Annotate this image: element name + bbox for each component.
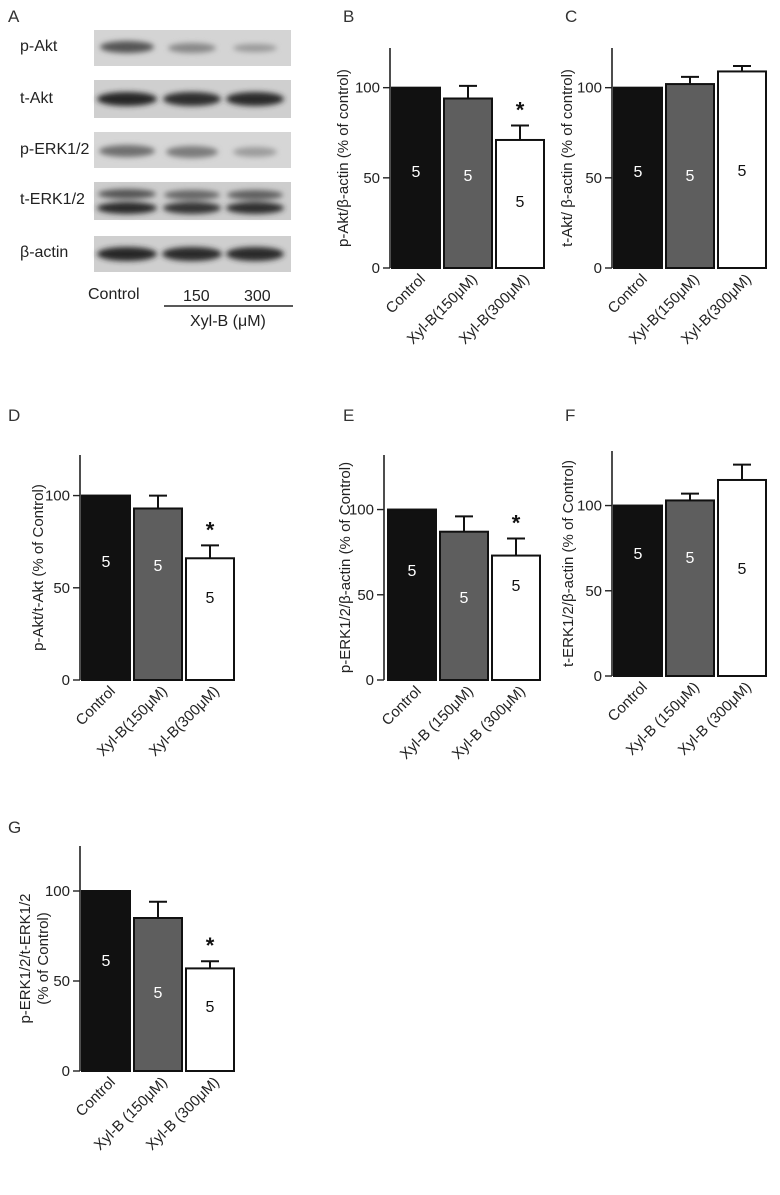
y-tick-label-f-50: 50 [585,583,602,600]
panel-a-blot: A p-Akt t-Akt p-ERK1/2 t-ERK1/2 β-actin [8,7,293,330]
panel-label-e: E [343,406,354,425]
y-axis-label-b: p-Akt/β-actin (% of control) [335,69,352,247]
y-axis-label-c: t-Akt/ β-actin (% of control) [559,69,576,247]
panel-label-g: G [8,818,21,837]
n-label-f-3: 5 [738,561,747,578]
blot-bands [97,41,284,261]
blot-strip-t-erk [94,182,291,220]
n-label-c-1: 5 [634,164,643,181]
category-label-g-1: Control [73,1074,119,1120]
bar-b-1 [391,86,441,269]
bar-f-3 [717,478,767,677]
n-label-f-2: 5 [686,550,695,567]
bar-d-2 [133,507,183,681]
y-tick-label-f-0: 0 [594,668,602,685]
panel-label-f: F [565,406,575,425]
y-tick-label-c-100: 100 [577,80,602,97]
bar-f-2 [665,499,715,677]
bar-d-3 [185,557,235,681]
panel-label-c: C [565,7,577,26]
category-label-f-1: Control [605,679,651,725]
y-tick-label-b-50: 50 [363,170,380,187]
bar-e-1 [387,508,437,681]
bar-g-3 [185,967,235,1073]
y-tick-label-g-100: 100 [45,883,70,900]
blot-row-label-beta-actin: β-actin [20,244,68,261]
significance-b-3: * [516,98,525,123]
y-tick-label-g-50: 50 [53,973,70,990]
category-label-e-1: Control [379,683,425,729]
n-label-d-1: 5 [102,554,111,571]
bar-e-3 [491,554,541,681]
treatment-label: Xyl-B (μM) [190,313,266,330]
y-tick-label-g-0: 0 [62,1063,70,1080]
panel-label-d: D [8,406,20,425]
y-tick-label-d-50: 50 [53,580,70,597]
panel-a-label: A [8,7,20,26]
y-tick-label-f-100: 100 [577,498,602,515]
y-axis-label-f: t-ERK1/2/β-actin (% of Control) [560,460,577,667]
n-label-g-3: 5 [206,999,215,1016]
significance-e-3: * [512,511,521,536]
y-tick-label-c-50: 50 [585,170,602,187]
y-axis-label-g: p-ERK1/2/t-ERK1/2 [17,893,34,1023]
bar-c-1 [613,86,663,269]
lane-label-150: 150 [183,288,210,305]
bar-c-3 [717,70,767,269]
category-label-c-1: Control [605,271,651,317]
y-tick-label-b-100: 100 [355,80,380,97]
category-label-b-1: Control [383,271,429,317]
y-axis-label-2-g: (% of Control) [35,912,52,1005]
n-label-g-1: 5 [102,953,111,970]
bar-g-2 [133,917,183,1072]
bar-b-3 [495,138,545,269]
n-label-b-1: 5 [412,164,421,181]
significance-d-3: * [206,517,215,542]
bar-b-2 [443,97,493,269]
y-tick-label-e-100: 100 [349,502,374,519]
category-label-d-1: Control [73,683,119,729]
lane-label-control: Control [88,286,140,303]
blot-row-label-t-akt: t-Akt [20,90,53,107]
y-tick-label-b-0: 0 [372,260,380,277]
n-label-e-2: 5 [460,590,469,607]
n-label-d-2: 5 [154,558,163,575]
bar-g-1 [81,890,131,1072]
panel-label-b: B [343,7,354,26]
n-label-c-2: 5 [686,168,695,185]
blot-row-label-t-erk: t-ERK1/2 [20,191,85,208]
n-label-d-3: 5 [206,590,215,607]
blot-row-label-p-akt: p-Akt [20,38,58,55]
n-label-e-1: 5 [408,563,417,580]
bar-d-1 [81,494,131,681]
n-label-b-2: 5 [464,168,473,185]
y-tick-label-d-100: 100 [45,488,70,505]
n-label-b-3: 5 [516,194,525,211]
n-label-g-2: 5 [154,985,163,1002]
bar-f-1 [613,504,663,677]
y-axis-label-e: p-ERK1/2/β-actin (% of Control) [337,462,354,673]
y-tick-label-c-0: 0 [594,260,602,277]
chart-panel-g: G 0 50 100 p-ERK1/2/t-ERK1/2 (% of Control) 5 C… [8,818,235,1154]
n-label-c-3: 5 [738,163,747,180]
y-tick-label-d-0: 0 [62,672,70,689]
significance-g-3: * [206,933,215,958]
y-tick-label-e-0: 0 [366,672,374,689]
lane-label-300: 300 [244,288,271,305]
y-tick-label-e-50: 50 [357,587,374,604]
y-axis-label-d: p-Akt/t-Akt (% of Control) [30,484,47,651]
n-label-f-1: 5 [634,546,643,563]
n-label-e-3: 5 [512,578,521,595]
blot-row-label-p-erk: p-ERK1/2 [20,141,89,158]
